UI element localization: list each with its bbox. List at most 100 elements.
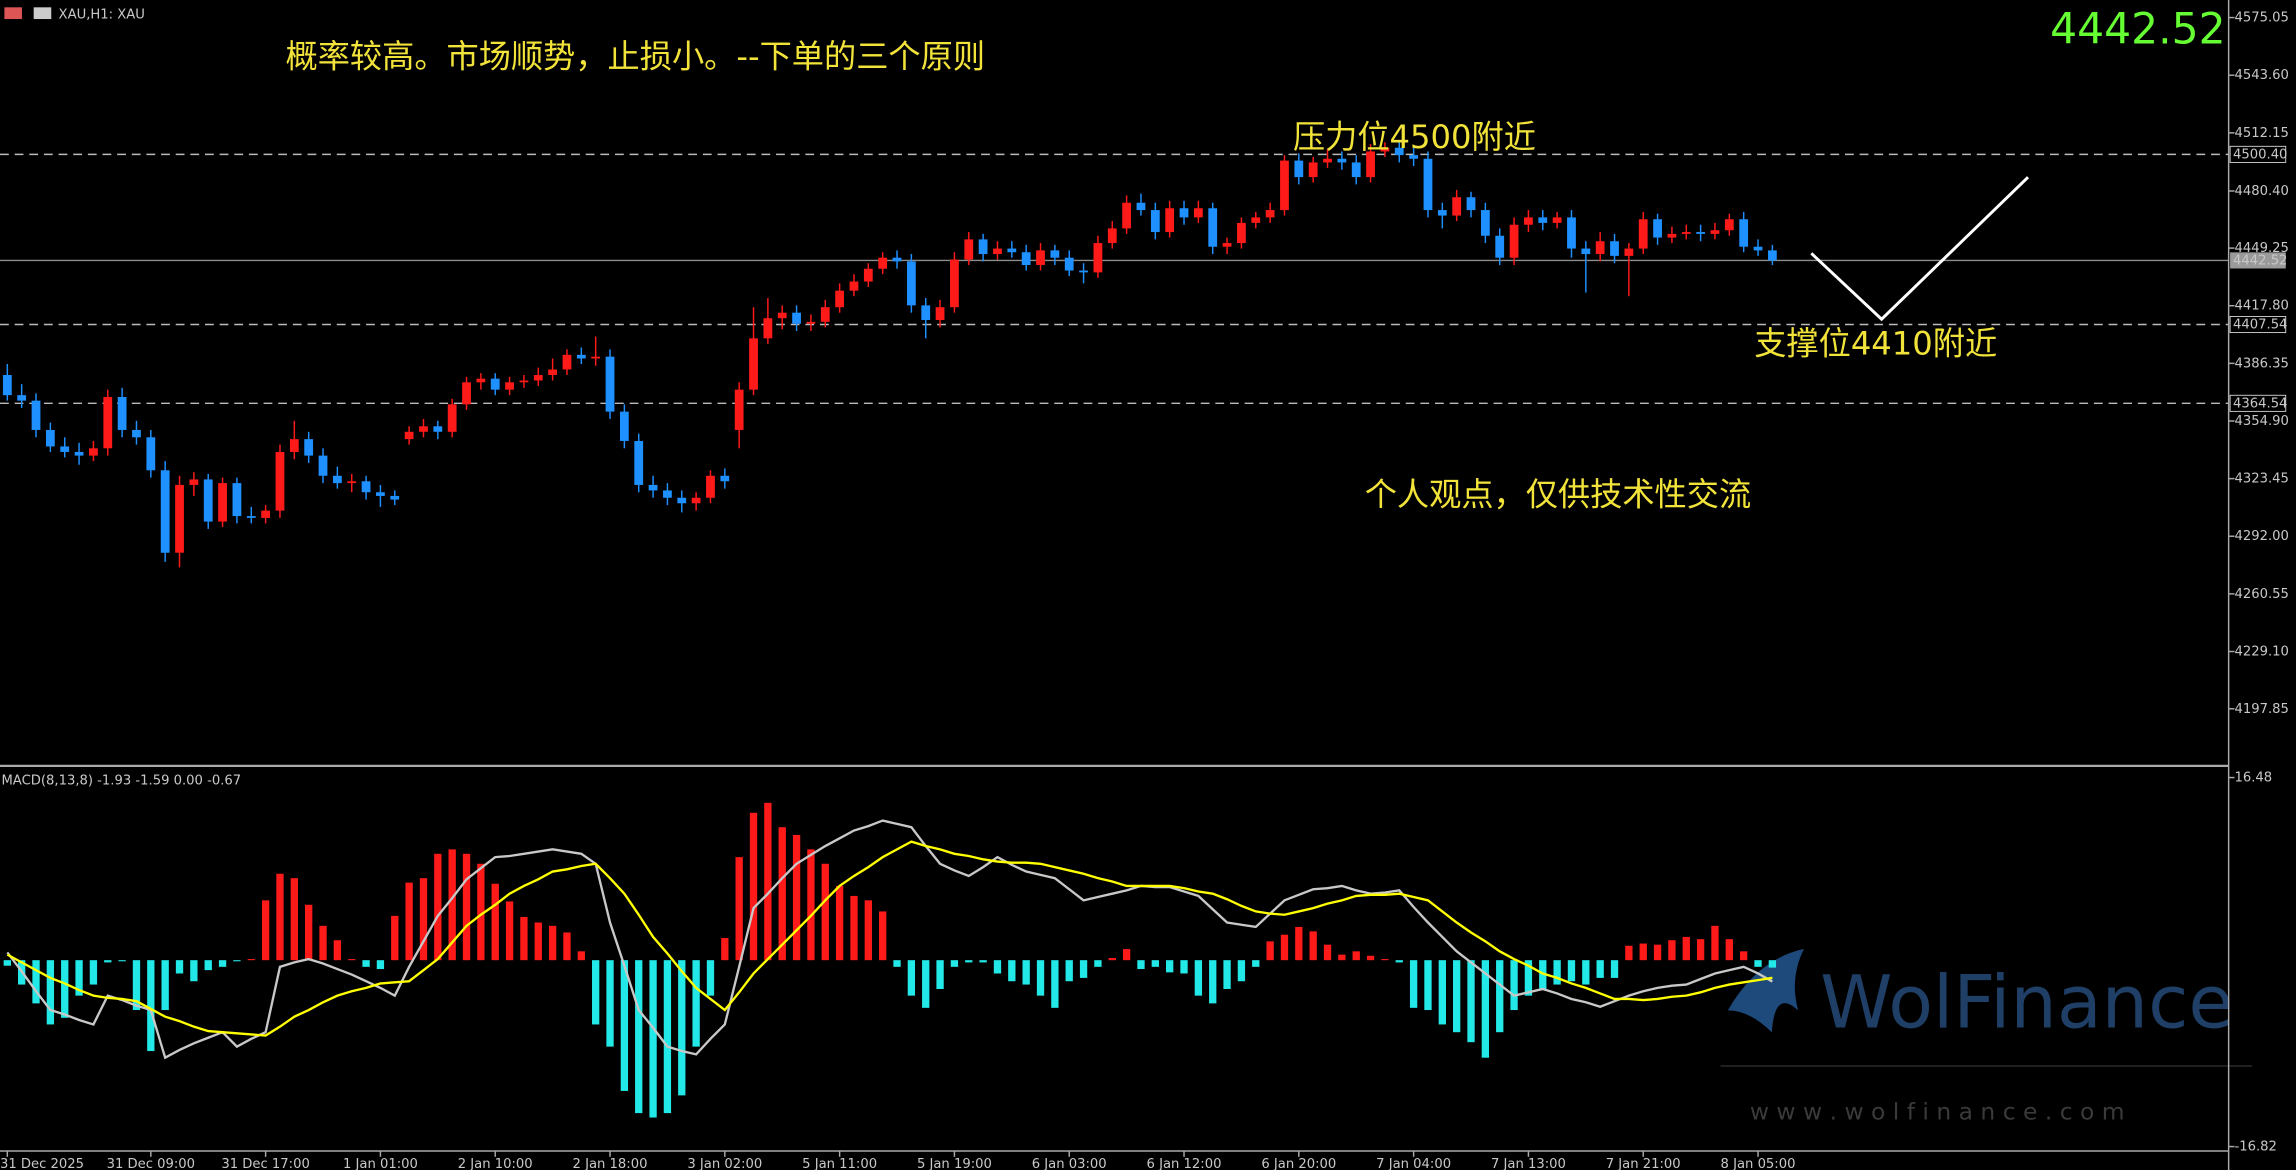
y-tick-label: 16.48 bbox=[2234, 771, 2272, 786]
histogram-bar bbox=[462, 853, 471, 961]
histogram-bar bbox=[1567, 960, 1576, 982]
histogram-bar bbox=[1596, 960, 1604, 978]
candle-body bbox=[777, 312, 787, 319]
annotation: 压力位4500附近 bbox=[1293, 118, 1536, 156]
histogram-bar bbox=[1453, 960, 1461, 1033]
level-label-box bbox=[2229, 316, 2287, 334]
candle-body bbox=[1437, 210, 1447, 216]
watermark-brand: WolFinance bbox=[1820, 960, 2233, 1045]
histogram-bar bbox=[1582, 960, 1590, 985]
histogram-bar bbox=[1539, 960, 1547, 991]
candle-body bbox=[691, 497, 701, 504]
histogram-bar bbox=[1036, 960, 1045, 996]
candle-body bbox=[978, 239, 988, 255]
y-tick-label: 4386.35 bbox=[2234, 356, 2288, 371]
histogram-bar bbox=[1065, 960, 1073, 982]
histogram-bar bbox=[563, 932, 571, 961]
histogram-bar bbox=[132, 960, 141, 1011]
candle-body bbox=[1280, 160, 1289, 211]
candle-body bbox=[1538, 217, 1548, 223]
candle-body bbox=[1323, 158, 1332, 163]
candle-body bbox=[146, 437, 156, 471]
candle-body bbox=[117, 396, 127, 430]
x-tick-label: 5 Jan 11:00 bbox=[802, 1157, 877, 1170]
x-tick-label: 3 Jan 02:00 bbox=[687, 1157, 762, 1170]
histogram-bar bbox=[190, 960, 198, 982]
candle-body bbox=[232, 483, 242, 517]
candle-body bbox=[1021, 252, 1031, 266]
x-tick-label: 5 Jan 19:00 bbox=[917, 1157, 992, 1170]
candle-body bbox=[1509, 224, 1519, 258]
annotation: 支撑位4410附近 bbox=[1754, 325, 1997, 363]
histogram-bar bbox=[649, 960, 657, 1118]
histogram-bar bbox=[1266, 941, 1274, 961]
candle-body bbox=[548, 369, 558, 375]
candle-body bbox=[1208, 208, 1218, 247]
candle-body bbox=[1767, 250, 1777, 261]
candle-body bbox=[1495, 235, 1505, 258]
histogram-bar bbox=[1122, 949, 1131, 961]
candle-body bbox=[720, 475, 730, 482]
histogram-bar bbox=[606, 960, 614, 1047]
annotation: 概率较高。市场顺势，止损小。--下单的三个原则 bbox=[286, 38, 986, 76]
candle-body bbox=[275, 451, 285, 511]
x-tick-label: 8 Jan 05:00 bbox=[1721, 1157, 1796, 1170]
histogram-bar bbox=[764, 802, 772, 961]
x-tick-label: 31 Dec 17:00 bbox=[221, 1157, 309, 1170]
candle-body bbox=[261, 510, 271, 518]
candle-body bbox=[634, 440, 644, 485]
x-tick-label: 6 Jan 03:00 bbox=[1032, 1157, 1107, 1170]
last-price-label: 4442.52 bbox=[2233, 253, 2287, 268]
candle-body bbox=[619, 411, 629, 441]
candle-body bbox=[1265, 210, 1275, 218]
symbol-header: XAU,H1: XAU bbox=[59, 8, 145, 23]
candle-body bbox=[1466, 197, 1476, 211]
x-tick-label: 7 Jan 13:00 bbox=[1491, 1157, 1566, 1170]
level-label: 4407.54 bbox=[2233, 318, 2287, 333]
candle-body bbox=[1595, 241, 1605, 255]
candle-body bbox=[906, 261, 916, 306]
last-price-big: 4442.52 bbox=[2050, 6, 2226, 55]
y-tick-label: 4292.00 bbox=[2234, 529, 2288, 544]
last-price-box bbox=[2230, 252, 2286, 269]
candle-body bbox=[1165, 208, 1175, 233]
histogram-bar bbox=[305, 904, 313, 961]
y-tick-label: 4354.90 bbox=[2234, 414, 2288, 429]
histogram-bar bbox=[950, 960, 959, 967]
candle-body bbox=[1366, 151, 1375, 178]
candle-body bbox=[734, 389, 744, 430]
level-label-box bbox=[2229, 394, 2287, 412]
candle-body bbox=[505, 382, 514, 390]
y-tick-label: 4260.55 bbox=[2234, 587, 2288, 602]
histogram-bar bbox=[778, 827, 786, 961]
histogram-bar bbox=[706, 960, 715, 996]
candle-body bbox=[1122, 202, 1132, 229]
candle-body bbox=[1581, 248, 1591, 255]
histogram-bar bbox=[807, 849, 815, 961]
histogram-bar bbox=[1740, 951, 1748, 961]
histogram-bar bbox=[635, 960, 643, 1114]
candle-body bbox=[2, 374, 12, 396]
candle-body bbox=[1681, 232, 1691, 234]
level-label: 4364.54 bbox=[2233, 396, 2287, 411]
histogram-bar bbox=[821, 863, 829, 961]
histogram-bar bbox=[592, 960, 600, 1025]
histogram-bar bbox=[520, 916, 528, 961]
y-tick-label: 4197.85 bbox=[2234, 702, 2288, 717]
y-tick-label: 4323.45 bbox=[2234, 472, 2288, 487]
histogram-bar bbox=[276, 873, 284, 961]
histogram-bar bbox=[1553, 960, 1561, 985]
candle-body bbox=[1179, 208, 1189, 218]
toolbar-icon bbox=[33, 7, 52, 20]
histogram-bar bbox=[893, 960, 901, 967]
candle-body bbox=[476, 378, 486, 383]
histogram-bar bbox=[75, 960, 83, 996]
candle-body bbox=[935, 307, 945, 321]
candle-body bbox=[490, 378, 500, 390]
histogram-bar bbox=[993, 960, 1002, 974]
histogram-bar bbox=[735, 857, 743, 961]
candle-body bbox=[390, 495, 400, 500]
histogram-bar bbox=[477, 863, 485, 961]
candle-body bbox=[1222, 243, 1232, 247]
